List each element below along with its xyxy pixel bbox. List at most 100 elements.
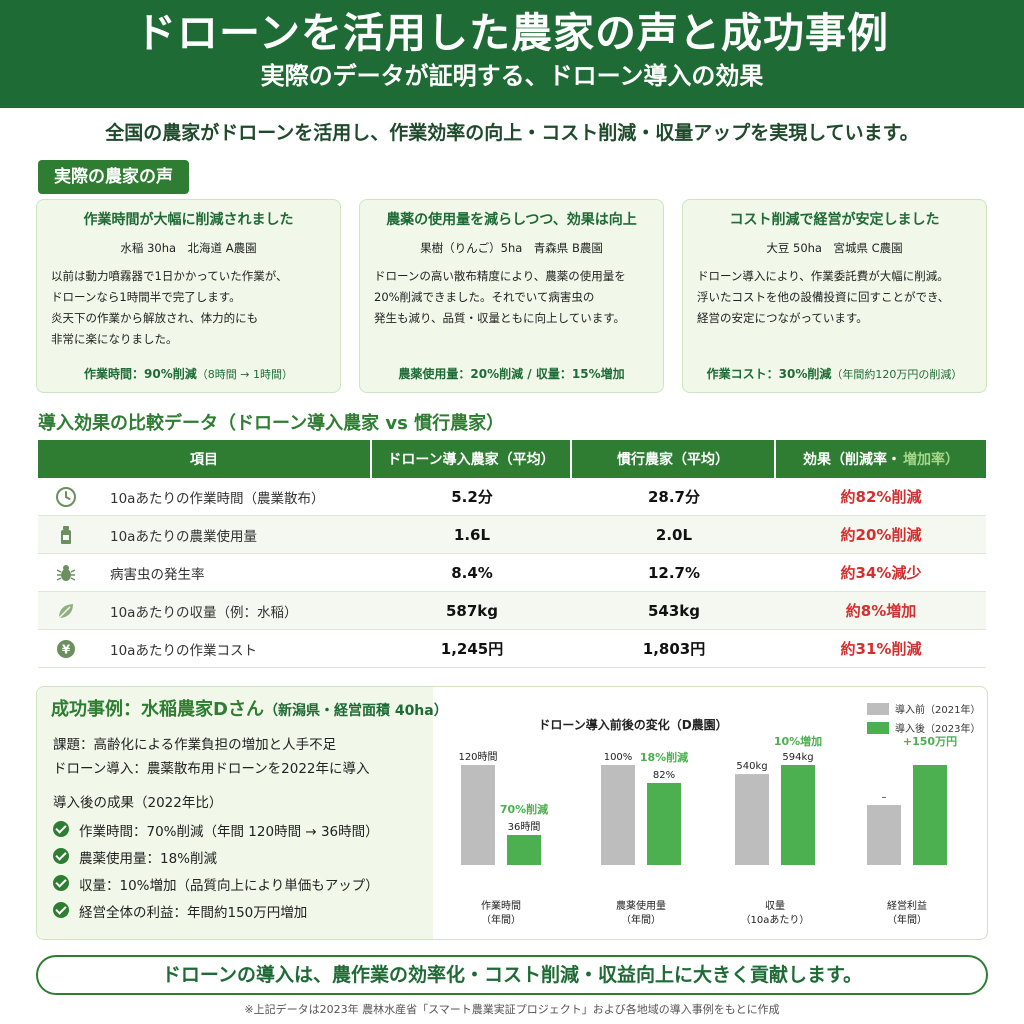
voice-card-body-line: 経営の安定につながっています。 (697, 311, 868, 325)
case-study-title: 成功事例：水稲農家Dさん（新潟県・経営面積 40ha） (51, 695, 448, 721)
voice-card-result-note: （年間約120万円の削減） (831, 368, 963, 381)
row-item: 10aあたりの作業コスト (110, 642, 257, 659)
row-conventional-value: 543kg (647, 601, 701, 620)
bar-before (735, 774, 769, 865)
row-conventional-value: 2.0L (655, 525, 693, 544)
page-subtitle: 実際のデータが証明する、ドローン導入の効果 (260, 62, 764, 90)
voice-card-result: 作業時間：90%削減（8時間 → 1時間） (37, 365, 340, 382)
table-row: 病害虫の発生率 8.4% 12.7% 約34%減少 (38, 554, 986, 592)
voice-card-body-line: 非常に楽になりました。 (51, 332, 178, 346)
check-icon (53, 875, 69, 891)
voice-card-b: 農薬の使用量を減らしつつ、効果は向上 果樹（りんご）5ha 青森県 B農園 ドロ… (359, 199, 664, 393)
voice-card-body-line: 以前は動力噴霧器で1日かかっていた作業が、 (51, 269, 288, 283)
case-study-result: 作業時間：70%削減（年間 120時間 → 36時間） (79, 824, 379, 840)
row-item: 10aあたりの農業使用量 (110, 528, 257, 545)
case-study-results-heading: 導入後の成果（2022年比） (53, 795, 223, 811)
svg-text:¥: ¥ (62, 642, 71, 656)
voice-card-body-line: 20%削減できました。それでいて病害虫の (374, 290, 595, 304)
page-title: ドローンを活用した農家の声と成功事例 (135, 9, 889, 57)
bar-before (601, 765, 635, 865)
bar-after (913, 765, 947, 865)
header-effect-b: 増加率） (903, 452, 959, 468)
clock-icon (38, 478, 94, 515)
voice-card-body: 以前は動力噴霧器で1日かかっていた作業が、 ドローンなら1時間半で完了します。 … (51, 266, 326, 350)
row-effect: 約20%削減 (840, 526, 922, 544)
voice-card-result-main: 作業コスト：30%削減 (706, 367, 832, 381)
header-effect-a: 効果（削減率・ (803, 452, 901, 468)
row-effect: 約82%削減 (840, 488, 922, 506)
case-study-result: 農薬使用量：18%削減 (79, 851, 218, 867)
bar-before (867, 805, 901, 865)
before-after-chart: ドローン導入前後の変化（D農園） 導入前（2021年） 導入後（2023年） 120時… (458, 703, 980, 926)
header-conventional: 慣行農家（平均） (572, 440, 776, 478)
case-study-title-sub: （新潟県・経営面積 40ha） (263, 703, 448, 719)
table-row: 10aあたりの農業使用量 1.6L 2.0L 約20%削減 (38, 516, 986, 554)
comparison-table: 項目 ドローン導入農家（平均） 慣行農家（平均） 効果（削減率・ 増加率） 10a… (38, 440, 986, 668)
category-sublabel: （年間） (887, 913, 927, 926)
voice-card-body-line: ドローンなら1時間半で完了します。 (51, 290, 241, 304)
leaf-icon (38, 592, 94, 629)
case-study-result: 経営全体の利益：年間約150万円増加 (79, 905, 308, 921)
row-drone-value: 5.2分 (451, 488, 493, 506)
voice-card-body-line: ドローンの高い散布精度により、農薬の使用量を (374, 269, 626, 283)
bar-label-after: 36時間 (508, 821, 541, 833)
voice-card-result-main: 作業時間：90%削減 (84, 367, 197, 381)
bar-after (781, 765, 815, 865)
header-item: 項目 (38, 440, 372, 478)
table-row: ¥ 10aあたりの作業コスト 1,245円 1,803円 約31%削減 (38, 630, 986, 668)
category-label: 農薬使用量 (616, 899, 666, 912)
legend-label: 導入前（2021年） (895, 703, 980, 716)
header-effect: 効果（削減率・ 増加率） (776, 440, 986, 478)
comparison-title: 導入効果の比較データ（ドローン導入農家 vs 慣行農家） (38, 413, 505, 434)
voice-card-c: コスト削減で経営が安定しました 大豆 50ha 宮城県 C農園 ドローン導入によ… (682, 199, 987, 393)
row-item: 10aあたりの作業時間（農業散布） (110, 490, 325, 507)
bug-icon (38, 554, 94, 591)
legend-swatch (867, 703, 889, 715)
case-study-text: 成功事例：水稲農家Dさん（新潟県・経営面積 40ha） 課題：高齢化による作業負… (37, 687, 448, 939)
case-study-adoption: ドローン導入：農薬散布用ドローンを2022年に導入 (53, 761, 370, 777)
category-sublabel: （年間） (621, 913, 661, 926)
row-effect: 約34%減少 (840, 564, 922, 582)
voice-card-meta: 水稲 30ha 北海道 A農園 (120, 241, 257, 255)
voice-card-body: ドローンの高い散布精度により、農薬の使用量を 20%削減できました。それでいて病… (374, 266, 649, 329)
yen-icon: ¥ (38, 630, 94, 667)
voice-card-result: 作業コスト：30%削減（年間約120万円の削減） (683, 365, 986, 382)
category-label: 経営利益 (887, 899, 927, 912)
case-study-box: 成功事例：水稲農家Dさん（新潟県・経営面積 40ha） 課題：高齢化による作業負… (36, 686, 988, 940)
table-body: 10aあたりの作業時間（農業散布） 5.2分 28.7分 約82%削減 10aあ… (38, 478, 986, 668)
check-icon (53, 821, 69, 837)
legend-swatch (867, 722, 889, 734)
case-study-issue: 課題：高齢化による作業負担の増加と人手不足 (53, 737, 337, 753)
header-banner: ドローンを活用した農家の声と成功事例 実際のデータが証明する、ドローン導入の効果 (0, 0, 1024, 108)
voice-card-body-line: ドローン導入により、作業委託費が大幅に削減。 (697, 269, 949, 283)
bar-change-note: 18%削減 (640, 750, 688, 764)
row-effect: 約31%削減 (840, 640, 922, 658)
case-study-title-main: 成功事例：水稲農家Dさん (51, 699, 264, 720)
table-row: 10aあたりの作業時間（農業散布） 5.2分 28.7分 約82%削減 (38, 478, 986, 516)
row-drone-value: 1,245円 (440, 640, 504, 658)
bar-label-after: 82% (653, 770, 675, 781)
row-drone-value: 1.6L (453, 525, 491, 544)
bar-after (647, 783, 681, 865)
bar-change-note: +150万円 (903, 735, 957, 748)
voice-card-title: コスト削減で経営が安定しました (729, 212, 940, 228)
check-icon (53, 902, 69, 918)
bar-label-before: 120時間 (458, 751, 497, 763)
voice-card-body: ドローン導入により、作業委託費が大幅に削減。 浮いたコストを他の設備投資に回すこ… (697, 266, 972, 329)
bar-change-note: 70%削減 (500, 802, 548, 816)
table-row: 10aあたりの収量（例：水稲） 587kg 543kg 約8%増加 (38, 592, 986, 630)
voice-card-meta: 大豆 50ha 宮城県 C農園 (766, 241, 903, 255)
voice-card-title: 農薬の使用量を減らしつつ、効果は向上 (386, 212, 637, 228)
conclusion-banner: ドローンの導入は、農作業の効率化・コスト削減・収益向上に大きく貢献します。 (36, 955, 988, 995)
source-footnote: ※上記データは2023年 農林水産省「スマート農業実証プロジェクト」および各地域… (244, 1003, 780, 1016)
category-label: 作業時間 (481, 899, 521, 912)
voice-card-body-line: 炎天下の作業から解放され、体力的にも (51, 311, 259, 325)
row-conventional-value: 28.7分 (647, 488, 700, 506)
bar-label-before: 100% (604, 752, 633, 763)
intro-text: 全国の農家がドローンを活用し、作業効率の向上・コスト削減・収量アップを実現してい… (105, 122, 919, 144)
voice-card-title: 作業時間が大幅に削減されました (83, 212, 294, 228)
category-sublabel: （10aあたり） (741, 914, 810, 926)
row-item: 10aあたりの収量（例：水稲） (110, 604, 298, 621)
bar-label-before: 540kg (736, 761, 767, 772)
category-label: 収量 (765, 900, 785, 912)
